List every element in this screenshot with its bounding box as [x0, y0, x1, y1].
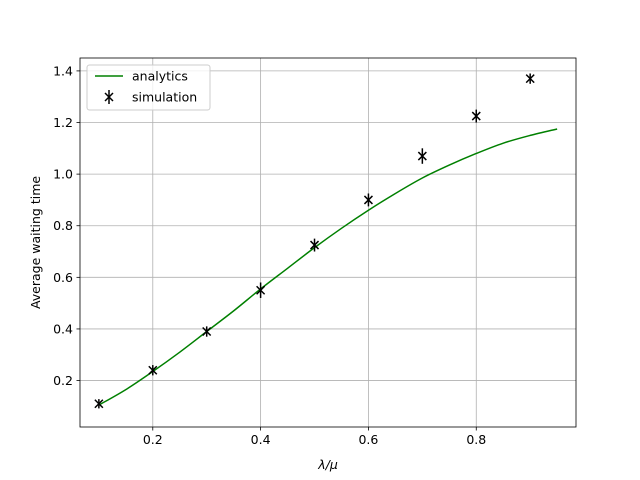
x-axis-label: λ/μ	[317, 457, 338, 472]
simulation-marker-stroke	[148, 365, 158, 375]
y-axis-label: Average waiting time	[28, 176, 43, 309]
x-axis: 0.2 0.4 0.6 0.8	[143, 427, 486, 447]
plot-frame	[79, 57, 577, 428]
y-tick-label: 1.2	[53, 115, 73, 130]
simulation-point	[309, 238, 320, 252]
legend-simulation-label: simulation	[132, 90, 197, 105]
simulation-point	[417, 148, 427, 164]
y-tick-label: 1.4	[53, 63, 73, 78]
simulation-point	[471, 109, 481, 123]
legend: analytics simulation	[86, 64, 211, 111]
analytics-series	[98, 128, 558, 406]
simulation-marker-stroke	[363, 195, 373, 205]
y-tick-label: 0.8	[53, 218, 73, 233]
x-tick-label: 0.6	[358, 432, 378, 447]
y-tick-label: 1.0	[53, 167, 73, 182]
simulation-marker-stroke	[471, 111, 481, 121]
simulation-series	[94, 73, 535, 409]
simulation-point	[94, 399, 104, 409]
x-tick-label: 0.8	[466, 432, 486, 447]
simulation-marker-stroke	[94, 399, 104, 409]
y-axis: 0.2 0.4 0.6 0.8 1.0 1.2 1.4	[53, 63, 80, 388]
simulation-point	[202, 326, 212, 337]
x-tick-label: 0.2	[143, 432, 163, 447]
legend-simulation-swatch	[104, 90, 114, 104]
y-tick-label: 0.2	[53, 373, 73, 388]
simulation-marker-stroke	[202, 326, 212, 337]
legend-analytics-label: analytics	[132, 69, 188, 84]
simulation-point	[525, 73, 535, 84]
simulation-point	[256, 282, 266, 298]
y-tick-label: 0.4	[53, 321, 73, 336]
simulation-point	[148, 365, 158, 376]
simulation-marker-stroke	[309, 240, 320, 250]
simulation-marker-stroke	[256, 285, 266, 295]
simulation-marker-stroke	[417, 151, 427, 161]
simulation-point	[363, 193, 373, 207]
analytics-line	[98, 128, 558, 406]
y-tick-label: 0.6	[53, 270, 73, 285]
simulation-marker-stroke	[525, 74, 535, 84]
x-tick-label: 0.4	[251, 432, 271, 447]
grid	[80, 58, 576, 427]
